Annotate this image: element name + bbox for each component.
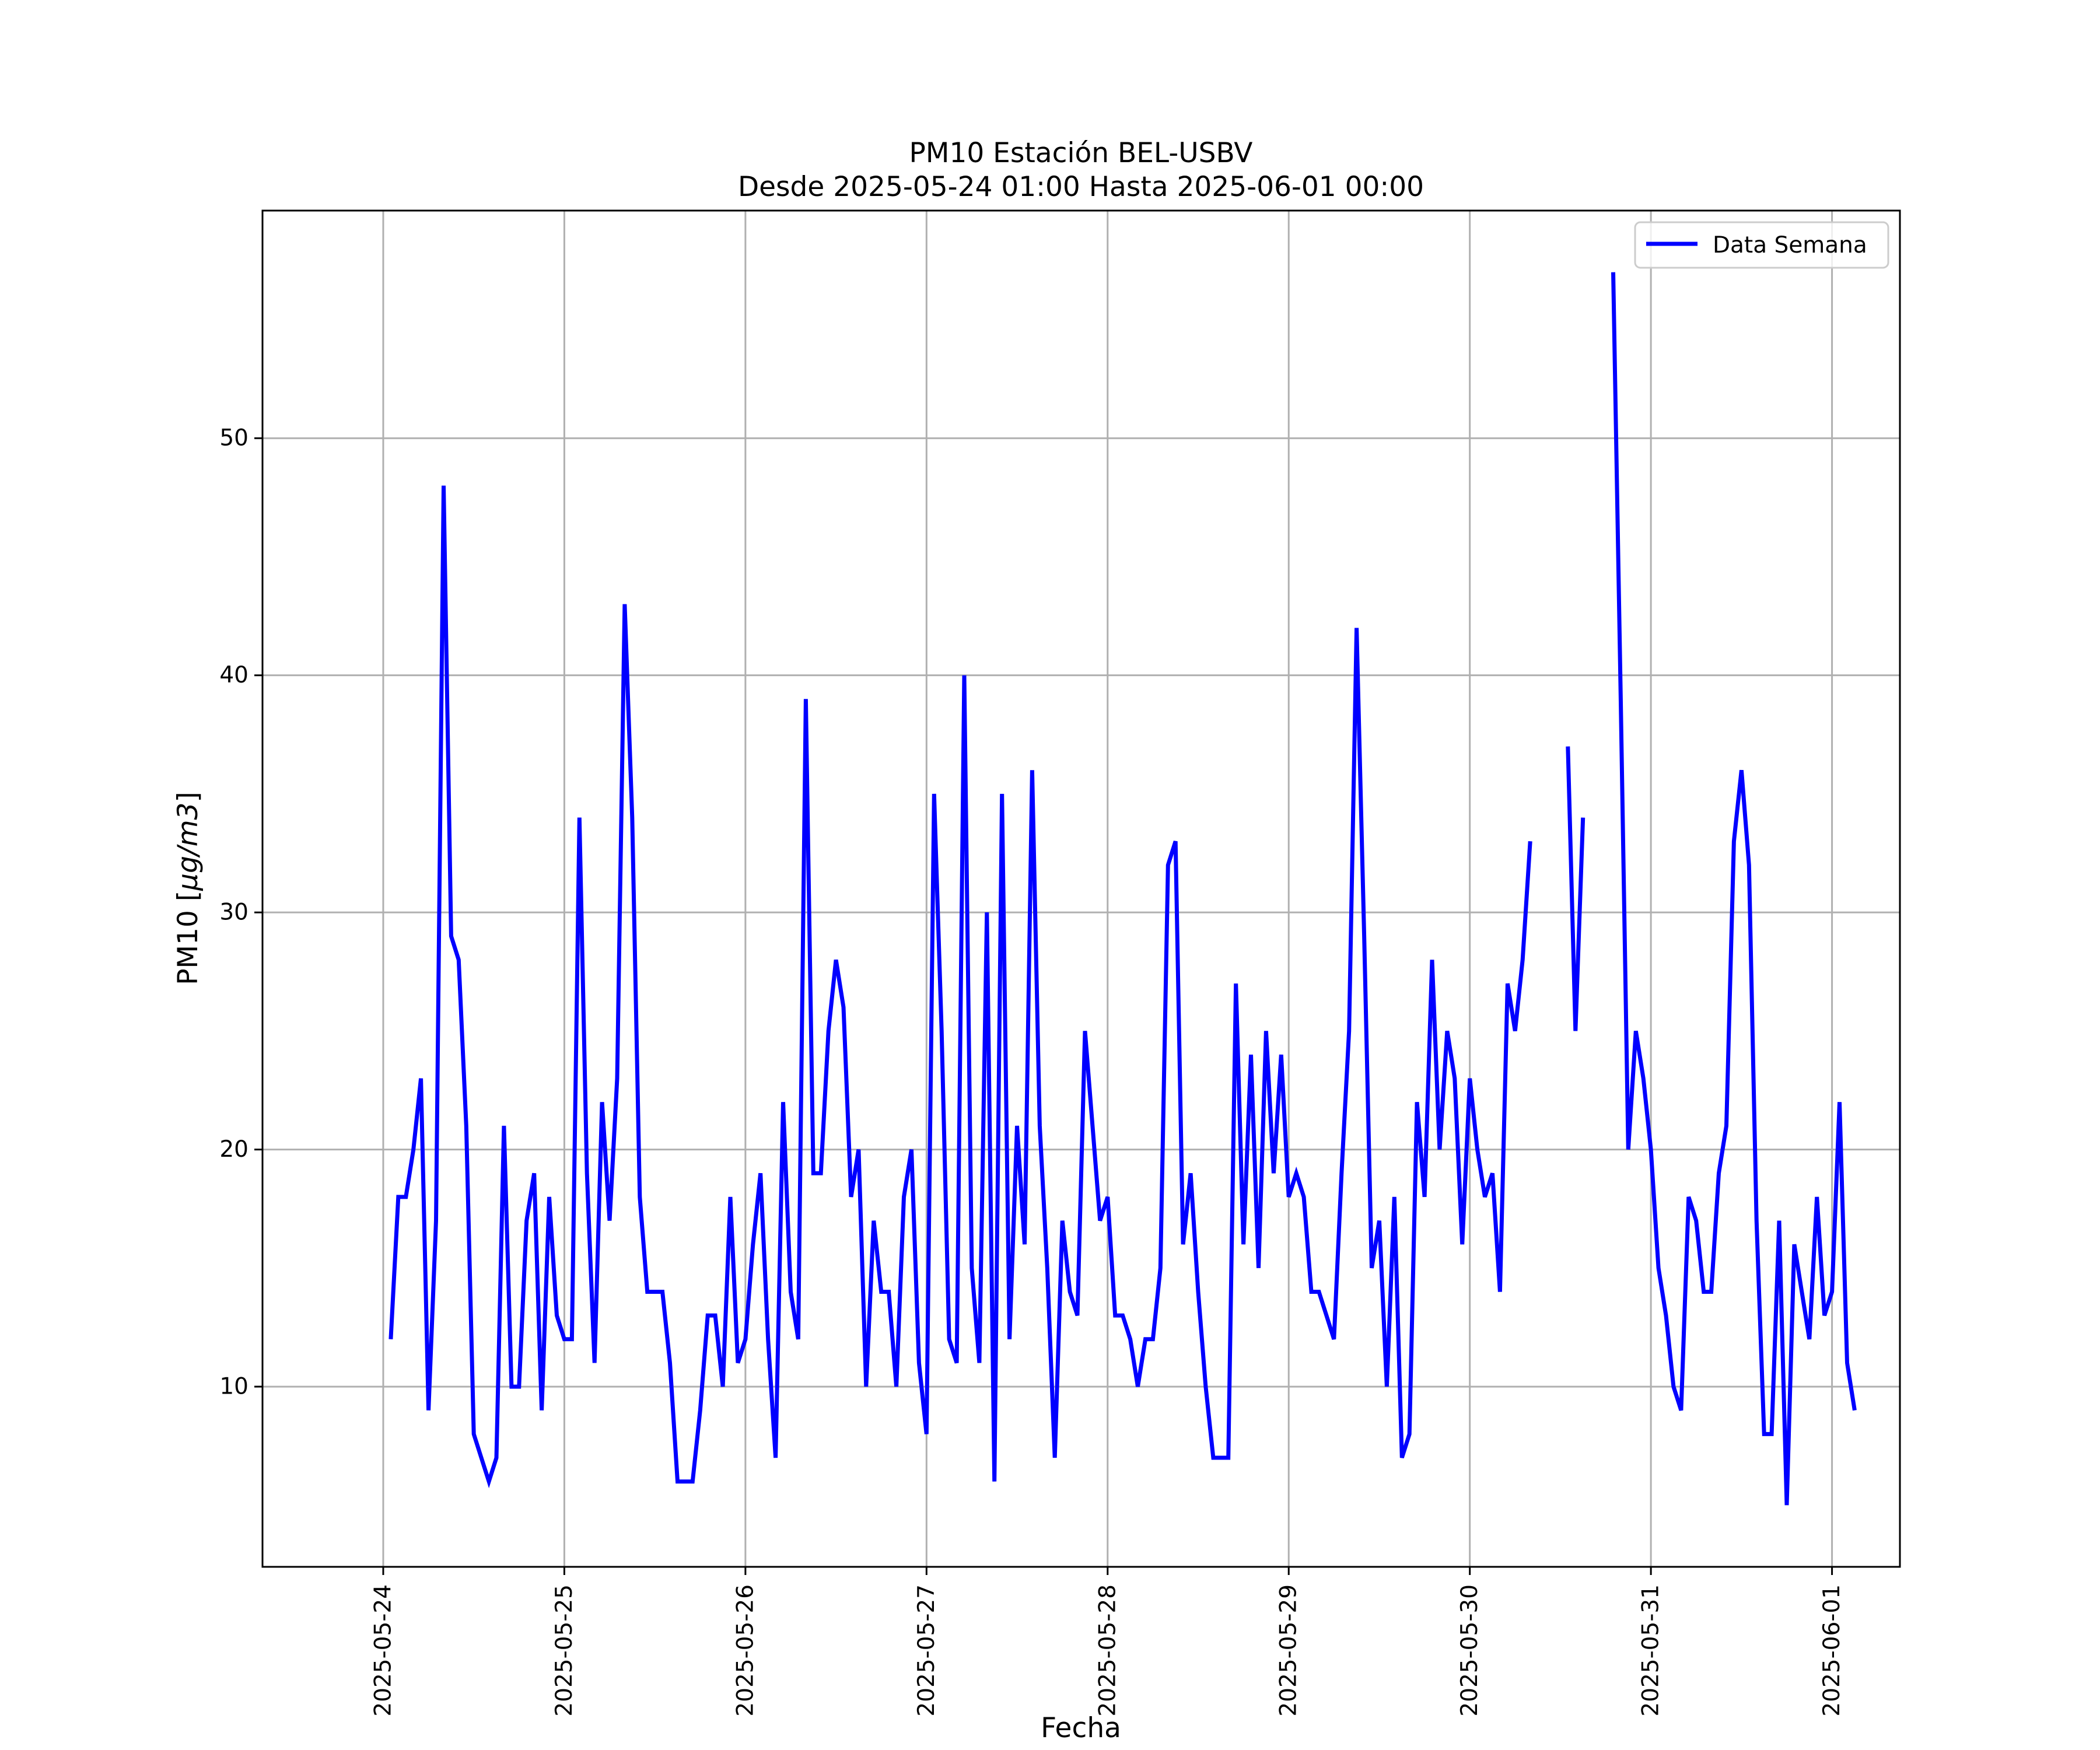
chart-title: PM10 Estación BEL-USBV xyxy=(909,137,1253,169)
x-tick-label: 2025-05-27 xyxy=(914,1584,940,1717)
series-layer xyxy=(388,272,1857,1506)
y-axis-label: PM10 [μg/m3] xyxy=(172,792,204,985)
y-axis-label-unit: μg/m3 xyxy=(172,803,204,891)
y-tick-label: 30 xyxy=(219,900,249,926)
y-axis-label-suffix: ] xyxy=(172,792,204,802)
y-tick-label: 20 xyxy=(219,1136,249,1163)
x-tick-label: 2025-06-01 xyxy=(1819,1584,1845,1717)
y-tick-label: 10 xyxy=(219,1374,249,1400)
y-axis-label-prefix: PM10 [ xyxy=(172,891,204,985)
x-tick-label: 2025-05-30 xyxy=(1457,1584,1483,1717)
x-tick-label: 2025-05-29 xyxy=(1276,1584,1302,1717)
x-axis-ticks: 2025-05-24 2025-05-25 2025-05-26 2025-05-27… xyxy=(370,1567,1845,1717)
x-tick-label: 2025-05-25 xyxy=(551,1584,578,1717)
x-tick-label: 2025-05-28 xyxy=(1094,1584,1121,1717)
legend-label: Data Semana xyxy=(1713,232,1867,258)
y-tick-label: 50 xyxy=(219,425,249,452)
x-tick-label: 2025-05-24 xyxy=(370,1584,396,1717)
x-tick-label: 2025-05-31 xyxy=(1638,1584,1664,1717)
legend-box xyxy=(1634,221,1889,269)
x-axis-label: Fecha xyxy=(1041,1712,1121,1744)
y-axis-ticks: 10 20 30 40 50 xyxy=(219,425,262,1400)
chart-subtitle: Desde 2025-05-24 01:00 Hasta 2025-06-01 … xyxy=(738,171,1424,203)
legend: Data Semana xyxy=(1634,221,1889,269)
y-tick-label: 40 xyxy=(219,662,249,688)
series-line-0 xyxy=(388,272,1857,1506)
x-tick-label: 2025-05-26 xyxy=(732,1584,758,1717)
plot-frame xyxy=(261,209,1901,1568)
